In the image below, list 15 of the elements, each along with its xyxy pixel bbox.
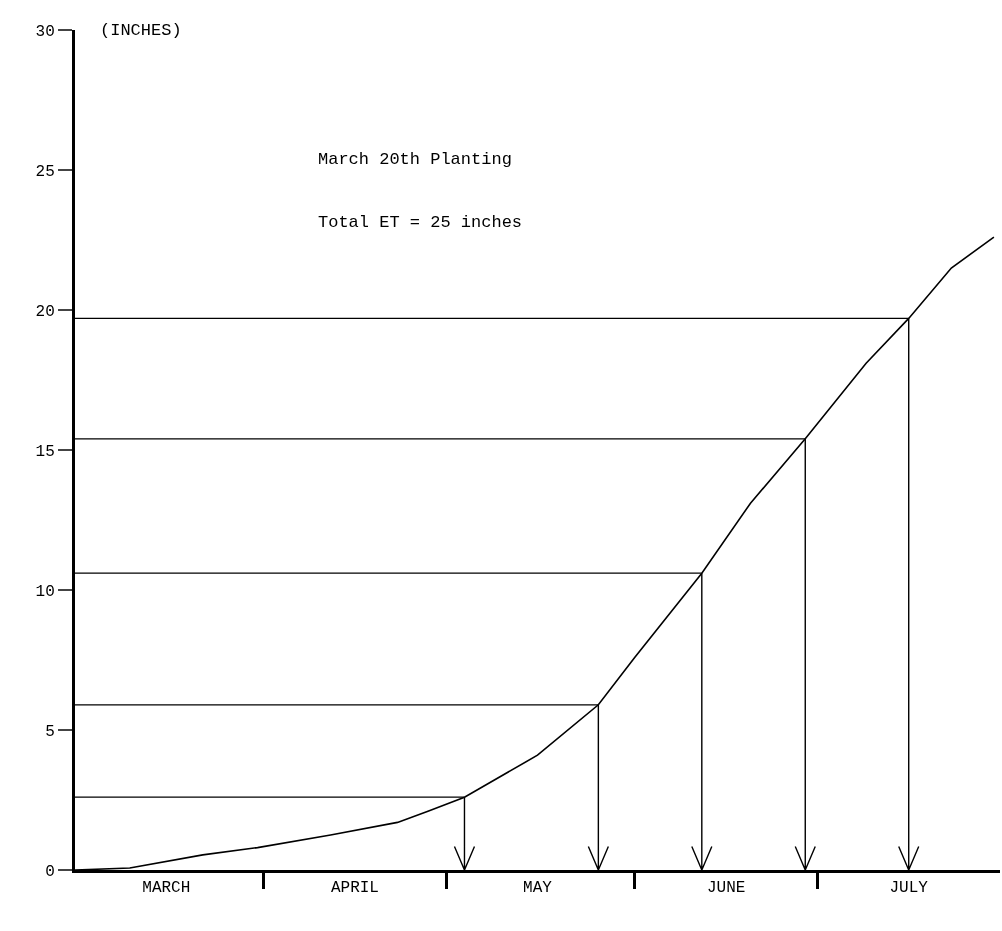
y-tick-label: 5 <box>45 722 55 741</box>
x-tick-label: MARCH <box>142 879 191 898</box>
y-tick-label: 20 <box>35 302 55 321</box>
x-tick-label: JULY <box>889 879 929 898</box>
y-tick-label: 0 <box>45 862 55 881</box>
annotation: March 20th Planting <box>318 150 512 169</box>
y-axis-title: (INCHES) <box>100 21 182 40</box>
annotation: Total ET = 25 inches <box>318 213 523 232</box>
y-tick-label: 25 <box>35 162 55 181</box>
x-tick-label: APRIL <box>330 879 379 898</box>
y-tick-label: 30 <box>35 22 55 41</box>
y-tick-label: 10 <box>35 582 55 601</box>
x-tick-label: MAY <box>523 879 553 898</box>
x-tick-label: JUNE <box>706 879 746 898</box>
y-tick-label: 15 <box>35 442 55 461</box>
